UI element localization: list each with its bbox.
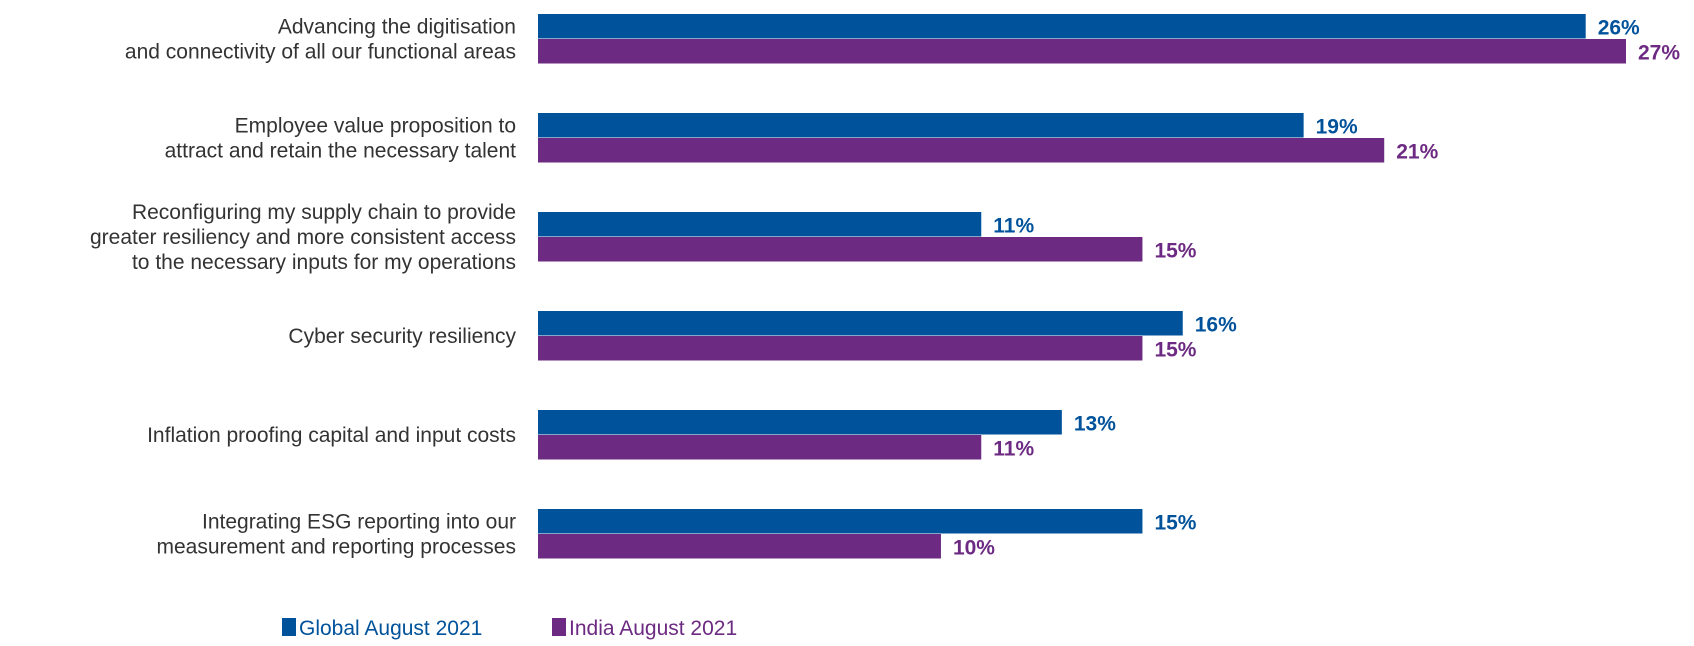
- category-label: Employee value proposition to attract and…: [165, 115, 517, 163]
- legend-label-global: Global August 2021: [299, 617, 482, 640]
- value-label-india: 11%: [993, 438, 1034, 461]
- bar-india: [538, 138, 1385, 163]
- category-label-line: Reconfiguring my supply chain to provide: [132, 201, 516, 224]
- category-label-line: to the necessary inputs for my operation…: [132, 251, 516, 274]
- value-label-india: 10%: [953, 537, 995, 560]
- bar-global: [538, 113, 1304, 138]
- value-label-global: 16%: [1195, 314, 1237, 337]
- legend-swatch-global: [282, 618, 296, 636]
- value-label-india: 15%: [1154, 339, 1196, 362]
- legend: Global August 2021 India August 2021: [282, 617, 737, 640]
- bar-global: [538, 410, 1062, 435]
- bars: [538, 14, 1626, 559]
- value-label-global: 15%: [1154, 512, 1196, 535]
- category-label-line: Advancing the digitisation: [278, 16, 516, 39]
- value-labels: 26%27%19%21%11%15%16%15%13%11%15%10%: [953, 17, 1680, 560]
- bar-global: [538, 509, 1143, 534]
- value-label-global: 26%: [1598, 17, 1640, 40]
- value-label-india: 21%: [1396, 141, 1438, 164]
- bar-india: [538, 534, 941, 559]
- category-label-line: Inflation proofing capital and input cos…: [147, 424, 516, 447]
- bar-global: [538, 311, 1183, 336]
- category-label: Inflation proofing capital and input cos…: [147, 424, 516, 447]
- category-label: Reconfiguring my supply chain to provide…: [90, 201, 516, 274]
- bar-india: [538, 435, 982, 460]
- category-label: Cyber security resiliency: [288, 325, 516, 348]
- category-label: Advancing the digitisation and connectivi…: [125, 16, 516, 64]
- value-label-global: 11%: [993, 215, 1034, 238]
- category-labels: Advancing the digitisation and connectivi…: [90, 16, 517, 559]
- bar-india: [538, 39, 1626, 64]
- bar-india: [538, 336, 1143, 361]
- value-label-global: 13%: [1074, 413, 1116, 436]
- category-label-line: measurement and reporting processes: [156, 536, 516, 559]
- value-label-global: 19%: [1316, 116, 1358, 139]
- bar-india: [538, 237, 1143, 262]
- legend-swatch-india: [552, 618, 566, 636]
- category-label-line: Cyber security resiliency: [288, 325, 516, 348]
- value-label-india: 27%: [1638, 42, 1680, 65]
- category-label-line: Employee value proposition to: [235, 115, 516, 138]
- bar-global: [538, 14, 1586, 39]
- category-label: Integrating ESG reporting into our measur…: [156, 511, 516, 559]
- category-label-line: attract and retain the necessary talent: [165, 140, 517, 163]
- legend-label-india: India August 2021: [569, 617, 737, 640]
- category-label-line: and connectivity of all our functional a…: [125, 41, 516, 64]
- category-label-line: greater resiliency and more consistent a…: [90, 226, 516, 249]
- value-label-india: 15%: [1154, 240, 1196, 263]
- category-label-line: Integrating ESG reporting into our: [202, 511, 516, 534]
- bar-global: [538, 212, 982, 237]
